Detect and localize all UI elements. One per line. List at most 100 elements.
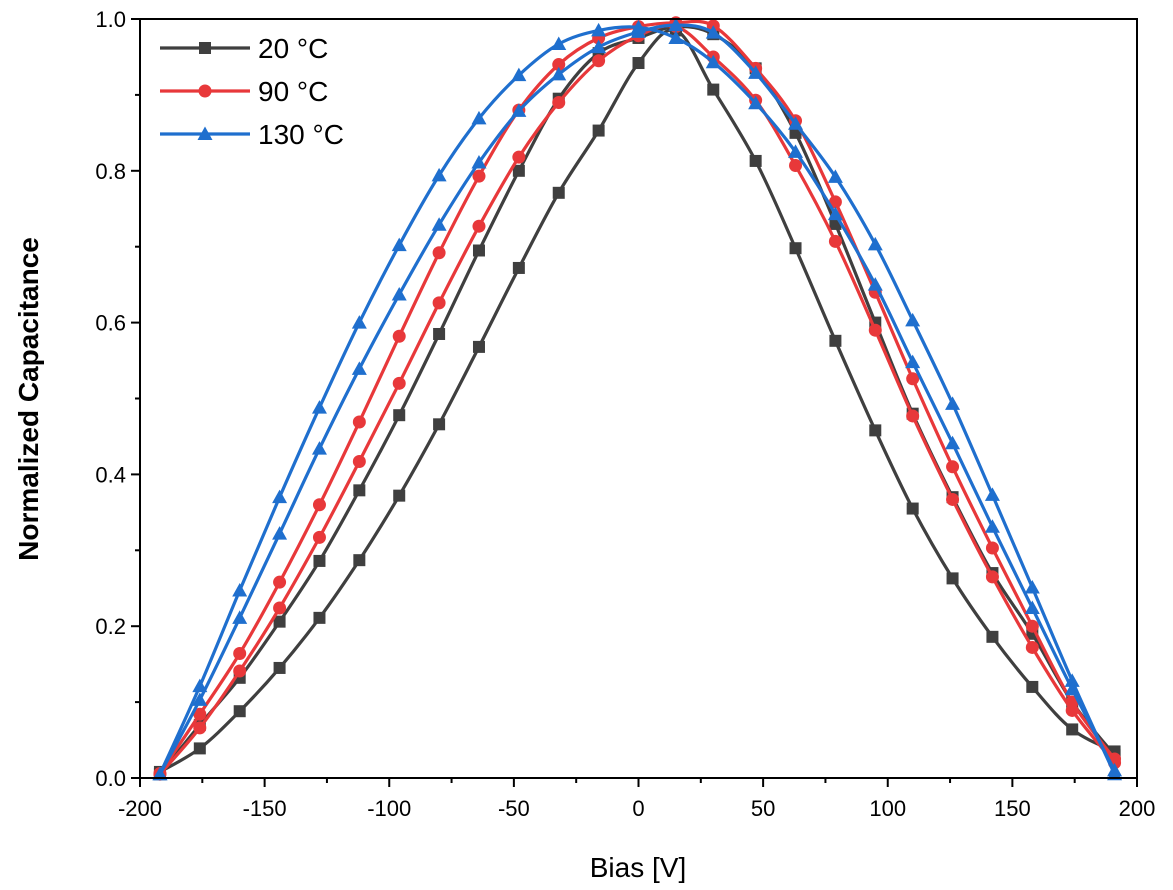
series-3-point xyxy=(471,110,487,125)
series-2-point xyxy=(432,296,446,310)
series-2-point xyxy=(1025,640,1039,654)
series-2-point xyxy=(193,707,207,721)
series-3-point xyxy=(431,167,447,182)
series-3-point xyxy=(867,236,883,251)
series-2-point xyxy=(1025,619,1039,633)
series-3-point xyxy=(232,610,248,624)
series-2-point xyxy=(193,721,207,735)
series-1-point xyxy=(789,242,802,255)
y-axis-title: Normalized Capacitance xyxy=(13,237,44,561)
series-3-point xyxy=(1064,673,1080,687)
series-3-point xyxy=(192,678,208,693)
series-3-point xyxy=(351,361,367,375)
legend-label: 90 °C xyxy=(258,76,328,107)
series-3-point xyxy=(827,169,843,183)
series-3-point xyxy=(1107,762,1123,777)
legend-label: 130 °C xyxy=(258,119,344,150)
series-3-point xyxy=(152,766,168,781)
series-2-point xyxy=(233,664,247,678)
series-1-point xyxy=(869,424,882,437)
series-2-point xyxy=(985,570,999,584)
series-2-point xyxy=(868,323,882,337)
y-tick-label: 0.2 xyxy=(95,614,126,639)
series-1-point xyxy=(592,124,605,137)
series-2-point xyxy=(828,195,842,209)
series-1-point xyxy=(433,327,446,340)
series-2-point xyxy=(512,150,526,164)
series-1-point xyxy=(512,164,525,177)
series-1-point xyxy=(393,409,406,422)
series-2-point xyxy=(352,454,366,468)
series-1-point xyxy=(1066,723,1079,736)
series-2-point xyxy=(828,234,842,248)
series-3-point xyxy=(668,30,684,44)
series-2-point xyxy=(789,158,803,172)
series-1-point xyxy=(512,261,525,274)
series-3-point xyxy=(984,519,1000,533)
series-2-point xyxy=(906,372,920,386)
series-3-point xyxy=(1024,579,1040,594)
legend-item-2: 90 °C xyxy=(160,76,328,107)
series-3-point xyxy=(232,583,248,597)
series-3-point xyxy=(431,217,447,231)
series-3-point xyxy=(391,287,407,301)
legend-marker xyxy=(198,84,212,98)
series-2-point xyxy=(312,530,326,544)
series-3-point xyxy=(272,526,288,540)
series-3-point xyxy=(511,67,527,82)
legend-item-3: 130 °C xyxy=(160,119,344,150)
series-1-point xyxy=(906,502,919,515)
series-2-point xyxy=(392,376,406,390)
series-1-point xyxy=(749,154,762,167)
series-3-point xyxy=(311,400,327,414)
x-tick-label: -200 xyxy=(118,796,162,821)
series-1-point xyxy=(552,186,565,199)
series-2-point xyxy=(552,58,566,72)
x-tick-label: -100 xyxy=(367,796,411,821)
series-1-point xyxy=(986,630,999,643)
series-3-point xyxy=(551,36,567,51)
x-tick-label: -150 xyxy=(243,796,287,821)
series-3-point xyxy=(827,206,843,221)
series-1-point xyxy=(393,489,406,502)
y-tick-label: 1.0 xyxy=(95,7,126,32)
series-1-point xyxy=(707,83,720,96)
series-3-point xyxy=(705,25,721,39)
series-2-point xyxy=(946,460,960,474)
x-tick-label: 200 xyxy=(1119,796,1156,821)
series-2-point xyxy=(552,95,566,109)
series-1-point xyxy=(273,661,286,674)
series-2-point xyxy=(472,219,486,233)
series-1-point xyxy=(946,572,959,585)
series-3-point xyxy=(867,277,883,291)
series-3-point xyxy=(748,95,764,110)
legend: 20 °C 90 °C 130 °C xyxy=(160,33,344,150)
series-1-point xyxy=(353,554,366,567)
legend-item-1: 20 °C xyxy=(160,33,328,64)
series-2-point xyxy=(233,647,247,661)
series-2-point xyxy=(985,541,999,555)
series-3-point xyxy=(591,39,607,54)
series-3-point xyxy=(984,487,1000,501)
series-3 xyxy=(152,17,1123,781)
y-tick-label: 0.8 xyxy=(95,159,126,184)
series-1-point xyxy=(193,742,206,755)
series-3-point xyxy=(551,66,567,81)
x-tick-label: 50 xyxy=(751,796,775,821)
series-3-point xyxy=(788,144,804,158)
y-tick-label: 0.6 xyxy=(95,311,126,336)
legend-marker xyxy=(197,126,213,140)
series-1-point xyxy=(233,705,246,718)
series-1-point xyxy=(273,615,286,628)
series-3-point xyxy=(391,237,407,252)
series-2-point xyxy=(392,329,406,343)
x-tick-label: 100 xyxy=(869,796,906,821)
series-3-point xyxy=(311,441,327,455)
series-layer xyxy=(152,16,1123,781)
series-3-point xyxy=(705,54,721,69)
series-3-point xyxy=(668,17,684,32)
series-2-point xyxy=(273,601,287,615)
series-3-point xyxy=(905,354,921,369)
y-tick-label: 0.4 xyxy=(95,462,126,487)
